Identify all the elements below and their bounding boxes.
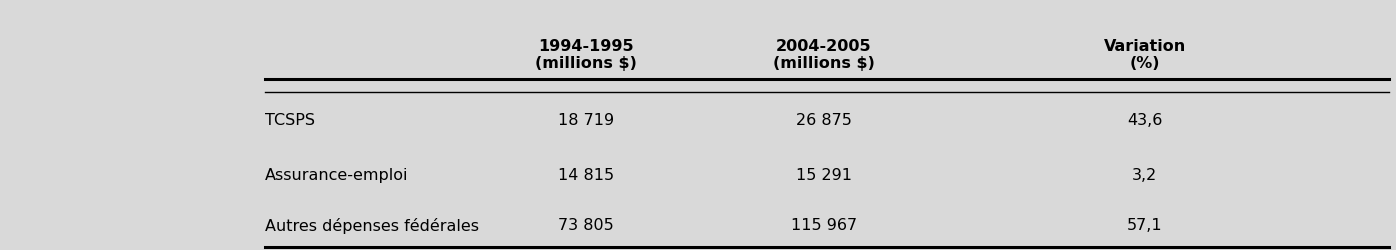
Text: 14 815: 14 815 (558, 168, 614, 182)
Text: 43,6: 43,6 (1127, 112, 1163, 128)
Text: Autres dépenses fédérales: Autres dépenses fédérales (265, 217, 479, 233)
Text: 115 967: 115 967 (790, 218, 857, 232)
Text: TCSPS: TCSPS (265, 112, 315, 128)
Text: 2004-2005
(millions $): 2004-2005 (millions $) (773, 39, 874, 71)
Text: 1994-1995
(millions $): 1994-1995 (millions $) (536, 39, 637, 71)
Text: 57,1: 57,1 (1127, 218, 1163, 232)
Text: Assurance-emploi: Assurance-emploi (265, 168, 409, 182)
Text: 26 875: 26 875 (796, 112, 852, 128)
Text: 18 719: 18 719 (558, 112, 614, 128)
Text: 15 291: 15 291 (796, 168, 852, 182)
Text: 3,2: 3,2 (1132, 168, 1157, 182)
Text: Variation
(%): Variation (%) (1104, 39, 1185, 71)
Text: 73 805: 73 805 (558, 218, 614, 232)
